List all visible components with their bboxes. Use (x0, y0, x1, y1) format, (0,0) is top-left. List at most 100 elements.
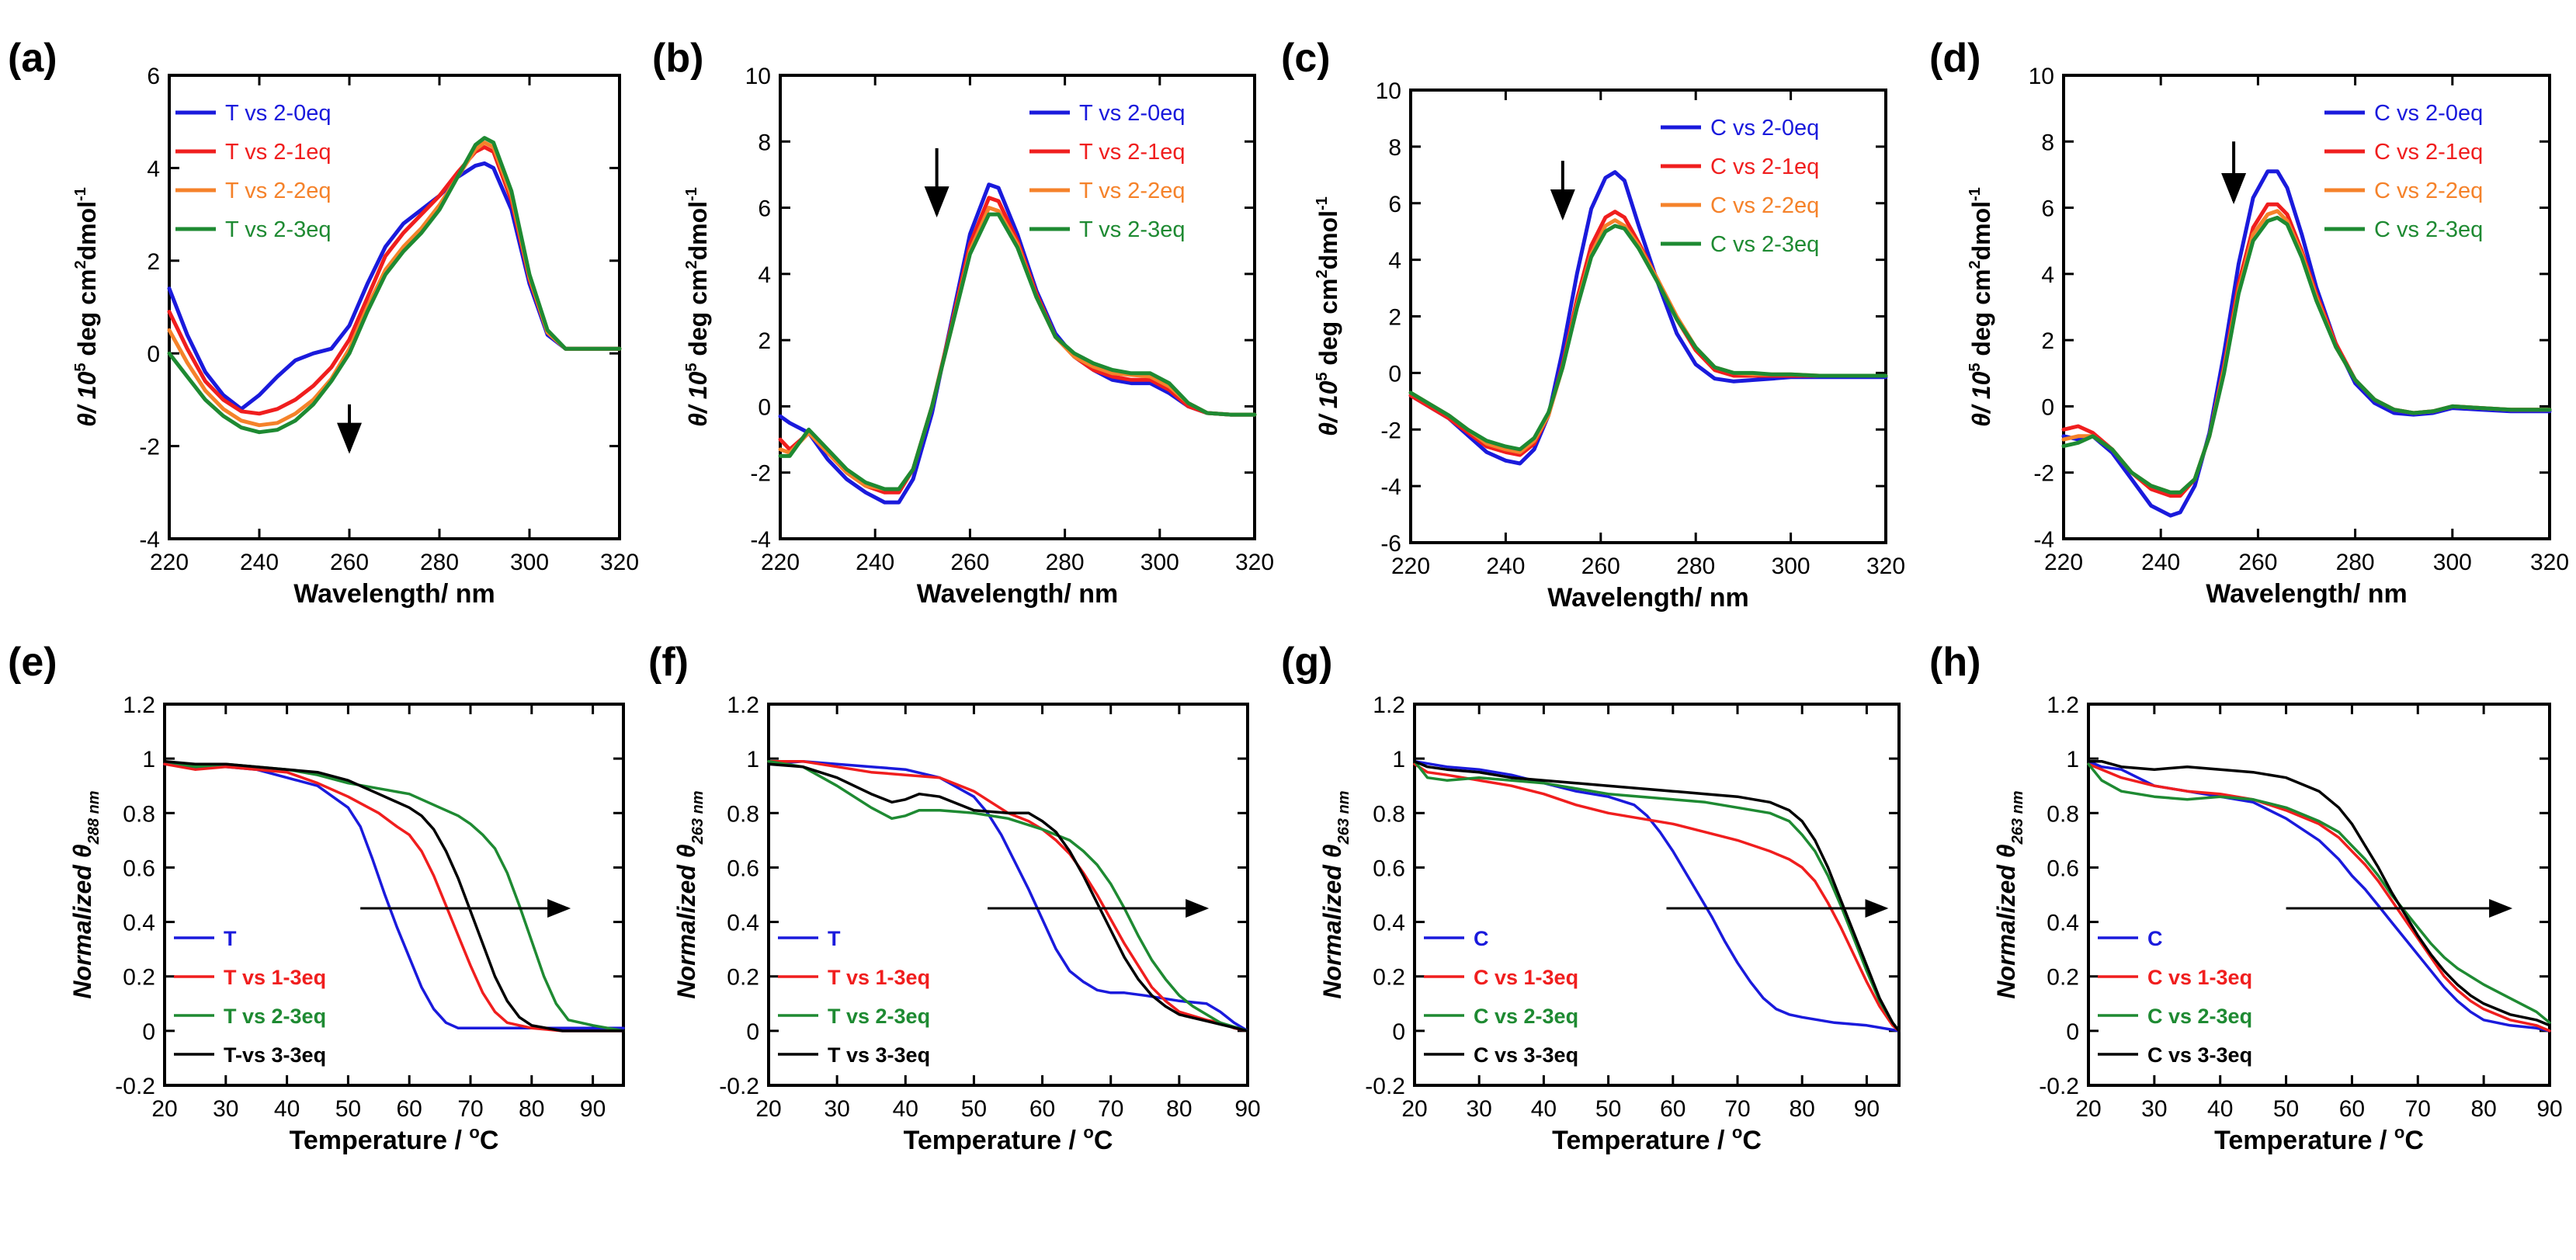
y-tick-label: 1.2 (1373, 692, 1405, 718)
y-tick-label: -2 (750, 461, 771, 487)
y-tick-label: 6 (147, 64, 160, 89)
x-tick-label: 40 (1531, 1096, 1557, 1122)
y-axis-title: θ/ 105 deg cm2dmol-1 (1967, 187, 1995, 427)
x-tick-label: 30 (824, 1096, 849, 1122)
y-axis-title: Normalized θ263 nm (1992, 790, 2026, 998)
y-tick-label: 0 (147, 342, 160, 367)
x-tick-label: 260 (950, 550, 989, 575)
y-tick-label: 2 (2041, 328, 2054, 354)
legend-label: C vs 2-0eq (2374, 101, 2483, 126)
y-tick-label: -0.2 (719, 1074, 759, 1099)
y-axis-title-sup: -1 (1967, 187, 1984, 201)
x-tick-label: 40 (274, 1096, 300, 1122)
x-axis-title-sup: o (1732, 1123, 1742, 1142)
legend-label: C vs 2-3eq (1474, 1005, 1578, 1028)
legend-label: T vs 2-3eq (224, 1005, 326, 1028)
x-tick-label: 300 (1772, 554, 1810, 579)
y-tick-label: 6 (2041, 196, 2054, 222)
y-tick-label: 0.4 (727, 911, 759, 936)
x-axis-title: Temperature / oC (904, 1123, 1113, 1155)
y-tick-label: 0.4 (1373, 911, 1405, 936)
y-tick-label: -2 (1380, 418, 1401, 443)
series-line-0 (1413, 759, 1901, 1033)
y-tick-label: 10 (1376, 78, 1401, 104)
y-tick-label: 0.4 (123, 911, 155, 936)
x-axis-title-main: Temperature / (1552, 1126, 1732, 1155)
legend-label: C vs 1-3eq (1474, 966, 1578, 989)
y-tick-label: 6 (1388, 192, 1401, 217)
panel-label: (h) (1929, 640, 1981, 685)
x-tick-label: 300 (1140, 550, 1179, 575)
x-tick-label: 280 (420, 550, 459, 575)
x-tick-label: 80 (2470, 1096, 2496, 1122)
panel-label: (g) (1281, 640, 1332, 685)
y-axis-title-sup: 5 (72, 363, 89, 371)
y-axis-title-main: Normalized θ (1992, 844, 2020, 998)
legend-label: T vs 2-2eq (1079, 179, 1185, 203)
y-tick-label: 0.4 (2047, 911, 2079, 936)
x-tick-label: 220 (150, 550, 189, 575)
x-axis-title-sup: o (469, 1123, 479, 1142)
y-tick-label: 0 (758, 394, 771, 420)
plot-frame (163, 703, 625, 1087)
y-tick-label: 2 (758, 328, 771, 354)
y-axis-title: θ/ 105 deg cm2dmol-1 (72, 187, 101, 427)
x-axis-title: Wavelength/ nm (2206, 579, 2407, 609)
y-tick-label: 4 (758, 262, 771, 288)
x-tick-label: 20 (755, 1096, 781, 1122)
chart-panel-a: (a) 220 240 260 280 300 320 -4 -2 0 2 4 6 Wavelength/… (8, 36, 639, 609)
series-line-1 (2087, 762, 2551, 1033)
x-tick-label: 320 (1866, 554, 1905, 579)
x-tick-label: 60 (1660, 1096, 1686, 1122)
y-axis-title-sup: 2 (1314, 269, 1331, 278)
y-axis-title-end: dmol (1967, 201, 1995, 260)
y-tick-label: 1 (142, 747, 155, 772)
x-axis-title: Temperature / oC (1552, 1123, 1762, 1155)
x-tick-label: 30 (1467, 1096, 1492, 1122)
plot-frame (2087, 703, 2551, 1087)
series-line-0 (767, 759, 1249, 1033)
x-tick-label: 50 (1595, 1096, 1621, 1122)
series-line-3 (778, 212, 1257, 491)
x-axis-title: Wavelength/ nm (1547, 583, 1748, 613)
y-tick-label: -0.2 (1365, 1074, 1405, 1099)
legend-label: T vs 2-2eq (225, 179, 331, 203)
series-line-3 (767, 762, 1249, 1033)
x-tick-label: 20 (151, 1096, 177, 1122)
y-axis-title-end: dmol (684, 201, 712, 260)
y-tick-label: 0.6 (2047, 856, 2079, 881)
series-line-1 (1413, 762, 1901, 1033)
x-tick-label: 280 (1676, 554, 1715, 579)
y-tick-label: 1.2 (727, 692, 759, 718)
y-axis-title-end: dmol (73, 201, 101, 260)
y-axis-title-main: θ/ 10 (1314, 380, 1342, 436)
chart-panel-h: (h) 20 30 40 50 60 70 80 90 -0.2 0 0.2 0.4 0.6 0.8 1 1.2… (1929, 640, 2563, 1155)
legend-label: T-vs 3-3eq (224, 1043, 326, 1067)
x-tick-label: 30 (213, 1096, 238, 1122)
x-tick-label: 90 (1234, 1096, 1260, 1122)
y-tick-label: 1 (2066, 747, 2079, 772)
y-tick-label: 0.8 (123, 801, 155, 827)
series-line-3 (163, 759, 625, 1033)
x-tick-label: 50 (2273, 1096, 2299, 1122)
legend-label: C vs 1-3eq (2147, 966, 2252, 989)
x-axis-title: Temperature / oC (2214, 1123, 2424, 1155)
x-tick-label: 260 (1581, 554, 1620, 579)
x-tick-label: 20 (2075, 1096, 2101, 1122)
y-tick-label: 0 (1388, 361, 1401, 387)
y-axis-title-mid: deg cm (73, 269, 101, 363)
legend: T vs 2-0eq T vs 2-1eq T vs 2-2eq T vs 2-3eq (1029, 101, 1185, 242)
legend-label: T vs 2-1eq (1079, 140, 1185, 165)
series-line-3 (1413, 759, 1901, 1033)
legend: C vs 2-0eq C vs 2-1eq C vs 2-2eq C vs 2-3eq (2324, 101, 2483, 242)
chart-panel-d: (d) 220 240 260 280 300 320 -4 -2 0 2 4 6 8 10 Waveleng… (1929, 36, 2569, 609)
series-line-3 (1408, 224, 1888, 452)
y-tick-label: 4 (2041, 262, 2054, 288)
legend-label: C vs 2-2eq (1710, 193, 1819, 218)
y-axis-title-sup: 2 (72, 260, 89, 269)
series-line-0 (2087, 759, 2551, 1033)
legend-label: T vs 1-3eq (828, 966, 930, 989)
x-tick-label: 80 (1790, 1096, 1815, 1122)
legend-label: C vs 3-3eq (2147, 1043, 2252, 1067)
